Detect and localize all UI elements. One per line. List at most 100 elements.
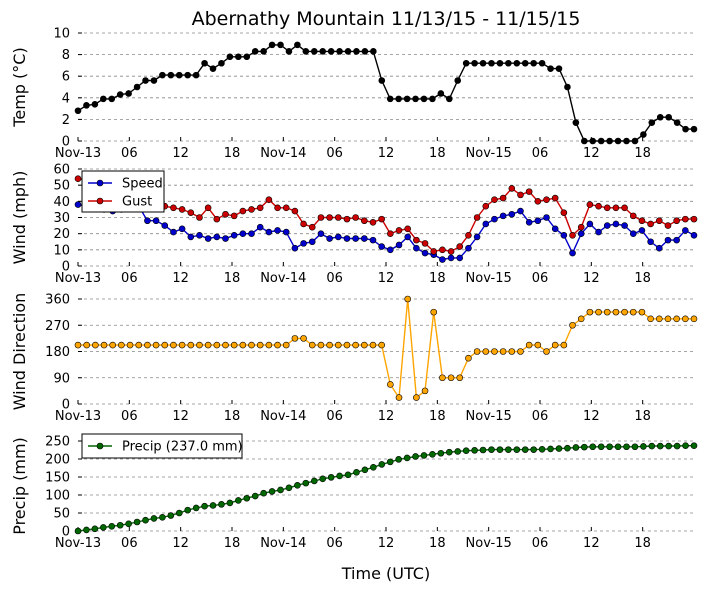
direction-ytick-label: 0 — [62, 398, 70, 413]
precip-ytick-label: 50 — [53, 507, 70, 522]
wind-series-0-point — [491, 215, 498, 223]
precip-xtick-label: 06 — [532, 536, 549, 551]
temp-ytick-label: 4 — [62, 91, 70, 106]
wind-series-1-point — [551, 194, 559, 202]
temp-xtick-label: 06 — [121, 146, 138, 161]
temp-series-0-point — [251, 48, 259, 55]
wind-series-0-point — [178, 225, 186, 233]
wind-series-1-point — [456, 243, 464, 250]
wind-series-1-point — [647, 220, 654, 228]
direction-xtick-label: Nov-14 — [260, 409, 306, 424]
wind-series-0-point — [621, 222, 628, 229]
precip-series-0-point — [648, 442, 656, 450]
temp-xtick-label: 12 — [378, 146, 395, 161]
wind-series-1-point — [239, 207, 247, 215]
precip-series-0-point — [403, 454, 411, 462]
wind-series-1-point — [178, 206, 186, 213]
direction-series-0-point — [291, 335, 299, 342]
wind-series-0-point — [525, 219, 533, 226]
direction-series-0-point — [534, 341, 542, 349]
wind-series-0-point — [196, 231, 203, 239]
direction-series-0-point — [230, 341, 238, 349]
precip-series-0-point — [656, 442, 664, 450]
temp-series-0-point — [429, 95, 436, 103]
wind-series-0-point — [248, 230, 255, 237]
wind-series-1-point — [491, 196, 498, 204]
wind-series-0-point — [369, 236, 377, 244]
precip-xtick-label: 18 — [224, 536, 241, 551]
direction-series-0-point — [178, 341, 186, 349]
precip-series-0-point — [370, 463, 377, 471]
precip-panel: 0 50 100 150 200 250 Nov-13 06 12 18 Nov-14 06 12 18 N… — [10, 433, 698, 551]
temp-series-0-point — [488, 59, 495, 67]
temp-series-0-point — [505, 59, 512, 67]
direction-series-0-point — [100, 341, 108, 349]
precip-xtick-label: Nov-14 — [260, 536, 306, 551]
wind-series-1-point — [300, 220, 307, 228]
wind-series-0-point — [647, 238, 654, 246]
direction-series-0-point — [447, 374, 455, 382]
precip-series-0-point — [319, 475, 327, 483]
temp-series-0-point — [74, 107, 82, 115]
temp-series-0-point — [100, 95, 107, 103]
precip-legend-label: Precip (237.0 mm) — [122, 440, 243, 455]
wind-legend-swatch-marker — [96, 197, 104, 205]
direction-ytick-label: 180 — [45, 345, 70, 360]
precip-series-0-point — [690, 442, 698, 449]
wind-series-0-point — [361, 235, 368, 242]
precip-series-0-point — [125, 520, 132, 528]
wind-series-1-point — [334, 214, 342, 221]
temp-series-0-point — [496, 59, 504, 67]
temp-series-0-point — [530, 59, 537, 67]
wind-series-0-point — [170, 228, 177, 236]
temp-series-0-point — [640, 131, 647, 138]
wind-series-1-point — [508, 185, 516, 192]
temp-xtick-label: 18 — [634, 146, 651, 161]
wind-series-0-point — [595, 228, 602, 236]
temp-series-0-point — [403, 95, 411, 103]
temp-series-0-point — [370, 48, 377, 55]
direction-series-0-point — [118, 341, 125, 349]
wind-series-0-point — [447, 254, 455, 262]
wind-series-0-point — [152, 217, 160, 225]
direction-series-0-point — [92, 341, 99, 349]
wind-series-0-point — [664, 236, 672, 244]
wind-series-1-point — [213, 215, 221, 223]
temp-series-0-point — [479, 59, 487, 67]
precip-series-0-point — [665, 442, 672, 450]
precip-series-0-point — [175, 509, 183, 517]
wind-series-0-point — [690, 231, 698, 239]
direction-series-0-point — [265, 341, 273, 349]
precip-series-0-point — [479, 446, 487, 454]
temp-series-0-point — [656, 113, 664, 121]
wind-ytick-label: 10 — [53, 243, 70, 258]
wind-series-1-point — [404, 225, 411, 233]
precip-series-0-point — [302, 479, 310, 487]
direction-series-0-point — [465, 354, 472, 362]
wind-series-0-point — [230, 231, 238, 239]
wind-series-1-point — [196, 214, 203, 221]
temp-series-0-point — [547, 65, 554, 72]
wind-xtick-label: 06 — [532, 271, 549, 286]
precip-series-0-point — [218, 501, 225, 508]
direction-xtick-label: 18 — [224, 409, 241, 424]
wind-series-0-point — [317, 230, 325, 237]
direction-series-0-point — [196, 341, 203, 349]
precip-series-0-point — [167, 512, 175, 519]
precip-series-0-point — [505, 446, 512, 453]
wind-series-1-point — [248, 206, 255, 213]
precip-ytick-label: 250 — [45, 435, 70, 450]
direction-series-0-point — [655, 315, 663, 323]
wind-series-1-point — [222, 210, 229, 218]
precip-ytick-label: 0 — [62, 525, 70, 540]
wind-series-0-point — [308, 238, 316, 246]
temp-series-0-point — [83, 102, 90, 109]
direction-series-0-point — [317, 341, 325, 349]
temp-series-0-point — [555, 65, 563, 72]
direction-series-0-point — [204, 341, 212, 349]
wind-series-0-point — [74, 201, 82, 208]
precip-xtick-label: 18 — [429, 536, 446, 551]
direction-series-0-point — [256, 341, 264, 349]
wind-series-0-point — [334, 233, 342, 241]
